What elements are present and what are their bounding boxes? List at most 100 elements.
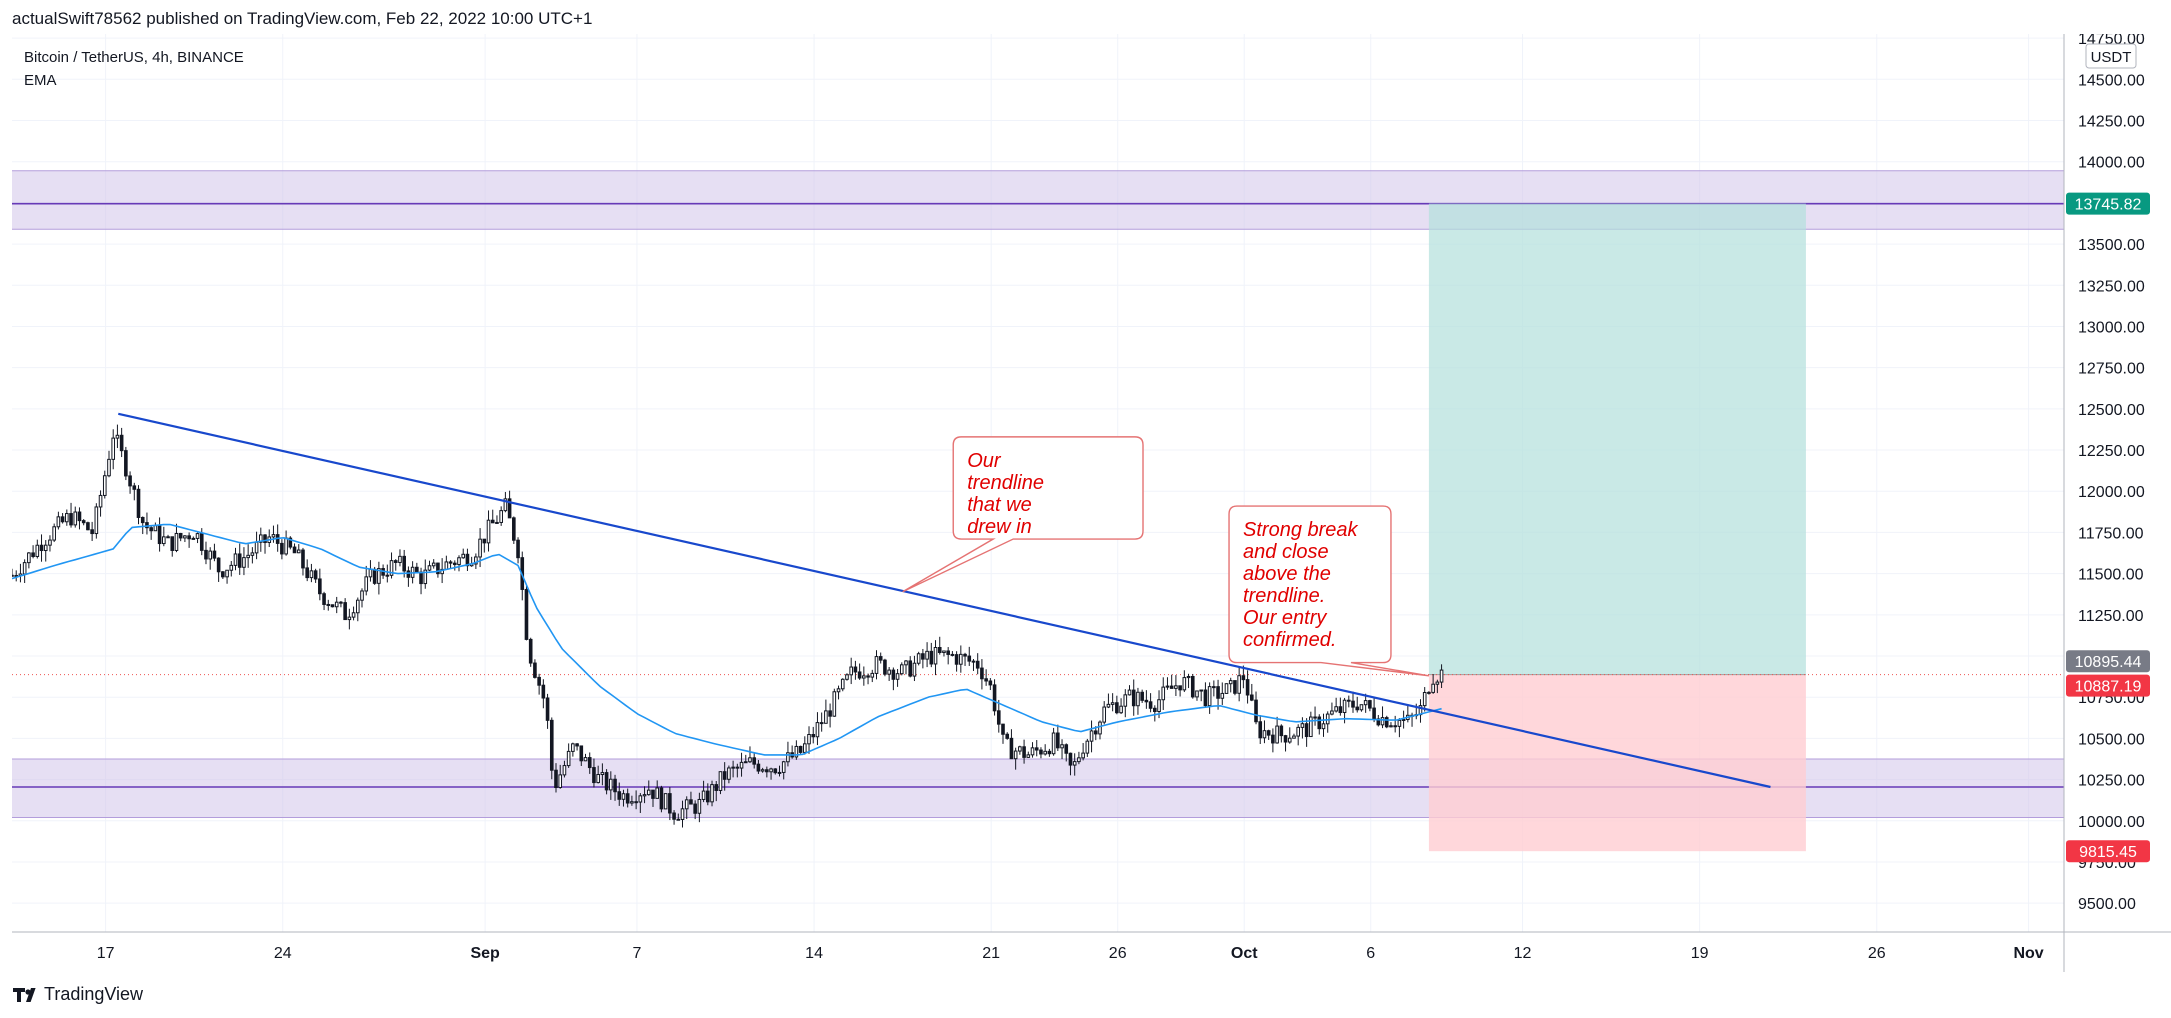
candle-down xyxy=(31,552,35,557)
candle-up xyxy=(1435,681,1440,685)
candle-down xyxy=(1005,733,1010,739)
candle-up xyxy=(895,673,900,680)
candle-up xyxy=(1220,692,1225,699)
candle-up xyxy=(562,765,567,776)
candle-up xyxy=(718,771,723,791)
candle-down xyxy=(149,527,153,532)
candle-up xyxy=(1182,677,1187,691)
candle-up xyxy=(959,653,963,665)
candle-down xyxy=(448,561,453,564)
chart-frame[interactable]: Our trendline that we drew in Strong break an… xyxy=(10,31,2171,974)
candle-up xyxy=(191,537,196,540)
candle-up xyxy=(1296,726,1300,737)
candle-down xyxy=(537,676,541,686)
candle-down xyxy=(419,571,423,585)
candle-up xyxy=(1161,686,1166,701)
candle-down xyxy=(1245,679,1250,696)
price-tick-label: 14500.00 xyxy=(2078,72,2145,89)
candle-down xyxy=(237,553,242,568)
candle-up xyxy=(1334,706,1338,712)
candle-down xyxy=(866,675,870,678)
candle-down xyxy=(60,516,65,523)
candle-down xyxy=(339,601,343,604)
candle-up xyxy=(296,549,301,554)
candle-up xyxy=(1401,718,1406,721)
candle-up xyxy=(423,569,428,585)
candle-up xyxy=(22,562,27,575)
candle-up xyxy=(1186,676,1191,679)
candle-up xyxy=(1363,700,1368,706)
candle-down xyxy=(735,766,740,769)
candle-up xyxy=(621,793,626,800)
candle-up xyxy=(727,767,731,780)
candle-down xyxy=(1022,746,1026,758)
candle-down xyxy=(634,801,638,804)
candle-up xyxy=(701,790,706,800)
candle-down xyxy=(617,791,622,800)
candle-down xyxy=(1056,732,1060,749)
candle-up xyxy=(107,458,111,477)
candle-up xyxy=(942,650,946,654)
candle-up xyxy=(1060,744,1064,749)
ema-series xyxy=(11,523,1442,756)
candle-up xyxy=(786,752,790,763)
candle-down xyxy=(516,539,520,559)
candle-up xyxy=(43,544,48,552)
price-tick-label: 12000.00 xyxy=(2078,484,2145,501)
candle-up xyxy=(1439,669,1444,683)
candle-down xyxy=(512,517,516,541)
candle-up xyxy=(600,772,605,776)
price-tick-label: 13500.00 xyxy=(2078,237,2145,254)
candle-down xyxy=(1393,725,1397,728)
candle-up xyxy=(225,569,229,578)
time-tick-label: 12 xyxy=(1514,945,1532,962)
candle-down xyxy=(1064,744,1069,754)
candle-up xyxy=(98,494,103,508)
candle-down xyxy=(651,789,655,799)
candle-down xyxy=(128,475,132,487)
candle-down xyxy=(1203,689,1208,707)
price-tick-label: 10000.00 xyxy=(2078,814,2145,831)
candle-down xyxy=(124,450,128,477)
candle-up xyxy=(1330,710,1334,715)
callout-box xyxy=(1228,505,1430,677)
candle-down xyxy=(436,562,440,575)
callout-text-line: confirmed. xyxy=(1243,629,1336,651)
candle-up xyxy=(832,691,837,717)
candle-up xyxy=(495,521,499,524)
candle-up xyxy=(250,552,255,556)
candle-down xyxy=(668,793,672,814)
candle-up xyxy=(65,513,69,523)
candle-up xyxy=(781,761,786,773)
candle-down xyxy=(963,653,967,657)
candle-down xyxy=(1169,685,1174,689)
price-label-bg xyxy=(2066,840,2150,863)
candle-up xyxy=(398,555,402,563)
candle-up xyxy=(899,664,904,675)
candle-down xyxy=(292,546,297,554)
candle-up xyxy=(824,710,828,724)
candle-down xyxy=(819,722,824,725)
candle-down xyxy=(1346,699,1351,702)
candle-up xyxy=(638,795,643,803)
candle-down xyxy=(1178,685,1182,691)
candle-up xyxy=(794,745,799,758)
candle-up xyxy=(1431,683,1435,693)
candle-up xyxy=(1380,717,1385,726)
candle-down xyxy=(39,544,44,552)
candle-down xyxy=(212,550,217,559)
candle-up xyxy=(904,660,908,666)
candle-up xyxy=(233,553,238,566)
candle-up xyxy=(739,761,744,769)
candle-down xyxy=(929,650,934,665)
candle-down xyxy=(178,532,183,539)
candle-down xyxy=(828,710,832,717)
candles xyxy=(10,424,1444,828)
candle-down xyxy=(613,778,617,793)
callout-text-line: Our xyxy=(967,450,1002,472)
candle-up xyxy=(1157,699,1161,713)
candle-up xyxy=(1098,721,1102,735)
callout-box xyxy=(902,436,1144,593)
